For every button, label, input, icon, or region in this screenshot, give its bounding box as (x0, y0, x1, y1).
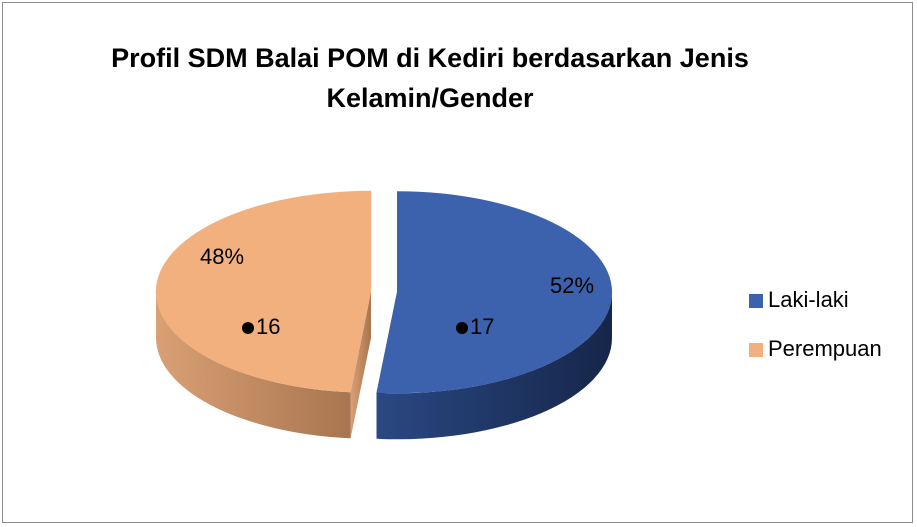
legend-label: Perempuan (768, 336, 882, 361)
slice (155, 190, 372, 393)
value-label: 17 (470, 314, 494, 339)
label-bullet (242, 322, 254, 334)
slice-side (376, 292, 612, 440)
slice-cut-wall (350, 291, 372, 439)
label-bullet (456, 322, 468, 334)
percent-label: 52% (550, 273, 594, 298)
percent-label: 48% (200, 244, 244, 269)
legend-label: Laki-laki (768, 287, 849, 312)
chart-title: Profil SDM Balai POM di Kediri berdasark… (111, 43, 749, 113)
legend-swatch (749, 343, 763, 357)
legend-swatch (749, 294, 763, 308)
slice (376, 191, 613, 394)
value-label: 16 (256, 314, 280, 339)
slice-side (156, 291, 351, 439)
